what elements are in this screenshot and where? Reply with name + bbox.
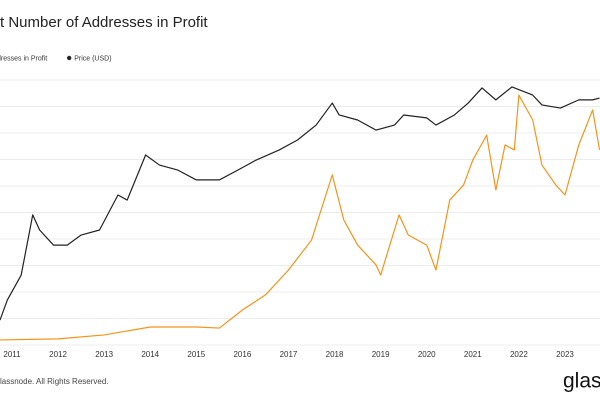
x-tick-label: 2013 [95, 350, 113, 359]
footer: lassnode. All Rights Reserved. [0, 377, 109, 386]
x-tick-label: 2012 [49, 350, 67, 359]
x-tick-label: 2021 [464, 350, 482, 359]
x-tick-label: 2014 [141, 350, 159, 359]
x-tick-label: 2017 [280, 350, 298, 359]
chart-title: t Number of Addresses in Profit [0, 14, 208, 31]
legend-marker [66, 55, 72, 61]
grid [0, 79, 600, 346]
x-tick-label: 2023 [556, 350, 574, 359]
legend: dresses in Profit Price (USD) [0, 55, 112, 62]
x-tick-label: 2011 [3, 350, 21, 359]
x-axis: 2011 2012 2013 2014 2015 2016 2017 2018 2019 2020… [3, 350, 574, 359]
series-line [0, 86, 600, 321]
x-tick-label: 2020 [418, 350, 436, 359]
series-line [0, 94, 600, 341]
x-tick-label: 2018 [326, 350, 344, 359]
legend-label: dresses in Profit [0, 55, 47, 62]
x-tick-label: 2016 [233, 350, 251, 359]
legend-label: Price (USD) [74, 55, 111, 62]
logo: glass [563, 370, 600, 393]
x-tick-label: 2019 [372, 350, 390, 359]
x-tick-label: 2015 [187, 350, 205, 359]
lines [0, 86, 600, 341]
x-tick-label: 2022 [510, 350, 528, 359]
